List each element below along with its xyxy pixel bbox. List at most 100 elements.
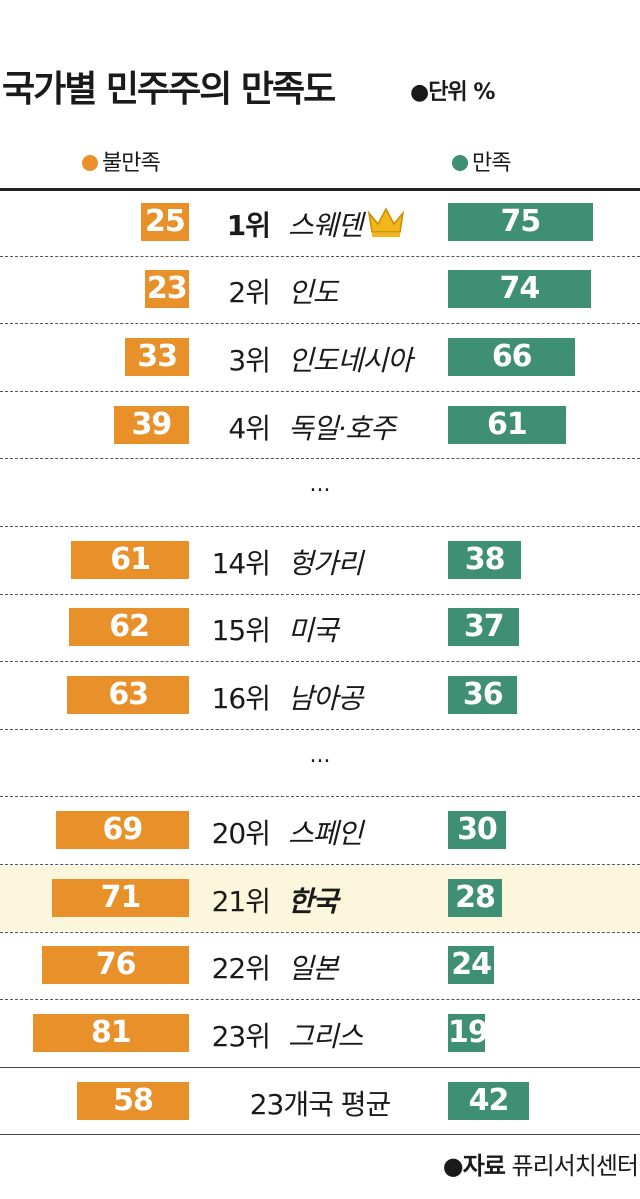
- country-label: 헝가리: [288, 546, 363, 580]
- bar-satisfied: [448, 270, 591, 309]
- legend-dissatisfied: 불만족: [82, 145, 161, 177]
- unit-label: ●단위 %: [410, 80, 495, 105]
- bar-satisfied: [448, 405, 566, 444]
- legend-satisfied-label: 만족: [472, 151, 511, 176]
- country-label: 미국: [288, 614, 339, 648]
- bar-satisfied: [448, 202, 593, 241]
- separator-line: [0, 526, 640, 527]
- rank-label: 15위: [211, 614, 271, 648]
- legend-dissatisfied-dot: [82, 155, 98, 171]
- bar-dissatisfied: [51, 878, 189, 917]
- separator-line: [0, 864, 640, 865]
- value-satisfied: 66: [491, 339, 533, 374]
- separator-line: [0, 932, 640, 933]
- value-dissatisfied: 23: [146, 271, 188, 307]
- ellipsis: ...: [309, 742, 331, 768]
- value-dissatisfied: 39: [131, 406, 172, 442]
- country-label: 스페인: [288, 817, 363, 851]
- average-label: 23개국 평균: [249, 1087, 392, 1121]
- value-satisfied: 24: [451, 947, 492, 983]
- value-satisfied: 75: [500, 203, 542, 239]
- bar-dissatisfied: [77, 1081, 189, 1120]
- bar-satisfied: [448, 946, 495, 985]
- bar-satisfied: [448, 811, 506, 850]
- bar-dissatisfied: [69, 608, 189, 647]
- separator-line: [0, 999, 640, 1000]
- separator-line: [0, 323, 640, 324]
- source-note: ●자료 퓨리서치센터: [442, 1146, 639, 1181]
- value-satisfied: 36: [462, 677, 504, 712]
- bar-satisfied: [448, 1081, 530, 1120]
- value-satisfied: 42: [468, 1082, 510, 1118]
- separator-line: [0, 256, 640, 257]
- rank-label: 22위: [211, 952, 271, 986]
- separator-line: [0, 188, 640, 191]
- value-dissatisfied: 69: [102, 812, 144, 848]
- bar-satisfied: [448, 676, 518, 714]
- source-label: ●자료: [442, 1152, 506, 1180]
- value-satisfied: 19: [448, 1015, 489, 1050]
- value-satisfied: 28: [455, 879, 496, 915]
- legend-satisfied-dot: [452, 155, 468, 171]
- separator-line: [0, 796, 640, 797]
- legend-satisfied: 만족: [452, 145, 511, 177]
- separator-line: [0, 1134, 640, 1135]
- bar-dissatisfied: [144, 270, 189, 309]
- bar-satisfied: [448, 338, 576, 376]
- crown-icon: [368, 207, 405, 237]
- bar-dissatisfied: [32, 1014, 189, 1052]
- ellipsis: ...: [309, 472, 331, 498]
- bar-dissatisfied: [55, 811, 189, 850]
- value-satisfied: 37: [463, 609, 505, 645]
- value-dissatisfied: 71: [100, 879, 142, 915]
- value-dissatisfied: 25: [145, 203, 186, 239]
- rank-label: 20위: [211, 817, 271, 851]
- value-dissatisfied: 76: [95, 947, 137, 983]
- country-label: 그리스: [288, 1020, 363, 1053]
- rank-label: 1위: [226, 208, 271, 242]
- bar-satisfied: [448, 878, 503, 917]
- country-label: 한국: [288, 884, 339, 918]
- country-label: 독일·호주: [288, 411, 396, 445]
- rank-label: 16위: [211, 682, 271, 715]
- separator-line: [0, 594, 640, 595]
- country-label: 남아공: [288, 682, 363, 715]
- separator-line: [0, 661, 640, 662]
- value-satisfied: 30: [457, 812, 498, 848]
- value-satisfied: 38: [464, 541, 506, 577]
- separator-line: [0, 729, 640, 730]
- value-satisfied: 61: [486, 406, 528, 442]
- value-dissatisfied: 63: [108, 677, 149, 712]
- value-dissatisfied: 61: [110, 541, 151, 577]
- value-dissatisfied: 62: [109, 609, 150, 645]
- value-dissatisfied: 33: [137, 339, 178, 374]
- rank-label: 14위: [211, 546, 271, 580]
- country-label: 스웨덴: [288, 204, 407, 244]
- separator-line: [0, 1067, 640, 1068]
- rank-label: 4위: [228, 411, 271, 445]
- value-dissatisfied: 81: [90, 1015, 132, 1050]
- rank-label: 23위: [211, 1020, 271, 1053]
- chart-title: 국가별 민주주의 만족도: [2, 69, 336, 110]
- rank-label: 2위: [228, 276, 271, 310]
- bar-dissatisfied: [125, 338, 189, 376]
- bar-satisfied: [448, 608, 520, 647]
- country-label: 일본: [288, 952, 339, 986]
- bar-dissatisfied: [67, 676, 189, 714]
- separator-line: [0, 458, 640, 459]
- bar-satisfied: [448, 1014, 485, 1052]
- bar-dissatisfied: [113, 405, 189, 444]
- separator-line: [0, 391, 640, 392]
- rank-label: 3위: [228, 344, 271, 377]
- value-satisfied: 74: [499, 271, 541, 307]
- legend-dissatisfied-label: 불만족: [102, 151, 161, 176]
- source-name: 퓨리서치센터: [511, 1152, 639, 1180]
- country-label: 인도네시아: [288, 344, 413, 377]
- value-dissatisfied: 58: [113, 1082, 154, 1118]
- bar-dissatisfied: [71, 540, 189, 579]
- rank-label: 21위: [211, 884, 271, 918]
- bar-dissatisfied: [42, 946, 189, 985]
- bar-satisfied: [448, 540, 522, 579]
- bar-dissatisfied: [140, 202, 189, 241]
- country-label: 인도: [288, 276, 339, 310]
